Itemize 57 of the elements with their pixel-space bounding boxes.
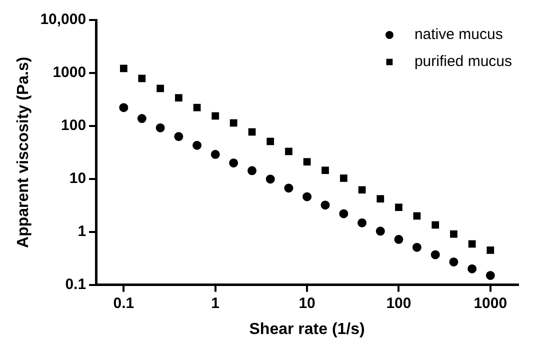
point xyxy=(486,270,495,280)
y-tick-label: 0.1 xyxy=(65,276,86,293)
x-tick-label: 1000 xyxy=(474,294,508,312)
y-tick-label: 10 xyxy=(69,170,86,188)
point xyxy=(339,209,348,218)
y-tick-label: 100 xyxy=(61,117,86,134)
point xyxy=(174,132,184,142)
x-tick-label: 100 xyxy=(386,294,412,312)
point xyxy=(320,200,330,210)
point xyxy=(322,166,329,174)
point xyxy=(210,150,220,159)
point xyxy=(432,221,440,229)
point xyxy=(303,158,311,166)
point xyxy=(449,257,458,266)
point xyxy=(156,123,165,132)
point xyxy=(413,212,421,220)
point xyxy=(266,174,275,184)
point xyxy=(120,64,128,72)
point xyxy=(137,114,146,124)
point xyxy=(430,250,440,260)
point xyxy=(376,195,384,203)
point xyxy=(266,138,274,146)
point xyxy=(486,246,494,254)
x-tick-label: 1 xyxy=(211,294,220,312)
point xyxy=(412,242,422,252)
point xyxy=(468,240,476,248)
point xyxy=(138,74,146,82)
point xyxy=(302,192,312,202)
point xyxy=(192,140,202,150)
point xyxy=(394,234,404,244)
point xyxy=(358,218,367,228)
point xyxy=(248,128,256,136)
point xyxy=(395,204,402,212)
point xyxy=(340,174,348,182)
y-axis-title: Apparent viscosity (Pa.s) xyxy=(15,56,32,248)
y-tick-label: 1000 xyxy=(52,64,86,82)
x-axis-title: Shear rate (1/s) xyxy=(249,320,365,338)
y-tick-label: 1 xyxy=(78,222,86,240)
point xyxy=(284,184,294,193)
point xyxy=(450,230,458,238)
point xyxy=(358,186,366,194)
legend-label: purified mucus xyxy=(414,53,512,70)
legend-label: native mucus xyxy=(414,26,503,44)
point xyxy=(193,104,201,112)
point xyxy=(248,166,256,176)
point xyxy=(119,103,128,112)
point xyxy=(230,119,238,127)
point xyxy=(229,158,238,168)
point xyxy=(212,112,220,120)
point xyxy=(376,226,385,236)
point xyxy=(468,264,477,274)
x-tick-label: 10 xyxy=(298,294,316,312)
point xyxy=(285,148,292,156)
y-tick-label: 10,000 xyxy=(40,11,86,28)
point xyxy=(174,94,182,102)
x-tick-label: 0.1 xyxy=(113,294,134,312)
point xyxy=(156,84,164,92)
